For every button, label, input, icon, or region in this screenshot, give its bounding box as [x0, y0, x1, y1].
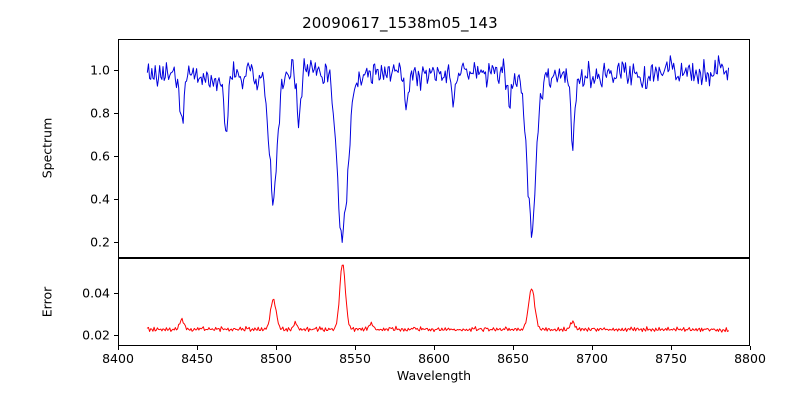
xtick-8700: 8700 [576, 351, 608, 366]
x-axis-label: Wavelength [396, 368, 472, 383]
xtick-mark-8400 [118, 346, 120, 350]
spectrum-ytick-0.6: 0.6 [90, 148, 110, 164]
page-title: 20090617_1538m05_143 [302, 14, 498, 32]
error-ytick-mark-0.04 [114, 292, 118, 294]
xtick-8750: 8750 [655, 351, 687, 366]
spectrum-ytick-mark-0.8 [114, 112, 118, 114]
error-y-axis-label: Error [39, 286, 55, 318]
xtick-8650: 8650 [497, 351, 529, 366]
spectrum-ytick-0.4: 0.4 [90, 191, 110, 207]
error-ytick-0.02: 0.02 [82, 327, 110, 343]
spectrum-ytick-mark-1.0 [114, 70, 118, 72]
spectrum-ytick-0.2: 0.2 [90, 234, 110, 250]
xtick-mark-8500 [276, 346, 278, 350]
spectrum-trace-svg [146, 55, 730, 243]
spectrum-ytick-mark-0.2 [114, 241, 118, 243]
xtick-mark-8650 [513, 346, 515, 350]
xtick-8400: 8400 [102, 351, 134, 366]
xtick-mark-8450 [197, 346, 199, 350]
spectrum-y-axis-label: Spectrum [39, 117, 55, 179]
spectrum-ytick-0.8: 0.8 [90, 105, 110, 121]
xtick-8450: 8450 [181, 351, 213, 366]
xtick-mark-8550 [355, 346, 357, 350]
xtick-8550: 8550 [339, 351, 371, 366]
spectrum-data-line [146, 55, 730, 243]
xtick-mark-8600 [434, 346, 436, 350]
xtick-mark-8800 [750, 346, 752, 350]
xtick-8600: 8600 [418, 351, 450, 366]
spectrum-ytick-mark-0.6 [114, 155, 118, 157]
spectrum-ytick-1.0: 1.0 [90, 62, 110, 78]
spectrum-ytick-mark-0.4 [114, 198, 118, 200]
xtick-8800: 8800 [734, 351, 766, 366]
spectrum-plot-panel [118, 39, 750, 258]
xtick-8500: 8500 [260, 351, 292, 366]
error-ytick-0.04: 0.04 [82, 285, 110, 301]
error-plot-panel [118, 258, 750, 346]
error-ytick-mark-0.02 [114, 335, 118, 337]
error-trace-svg [146, 264, 730, 333]
xtick-mark-8750 [671, 346, 673, 350]
error-data-line [146, 264, 730, 333]
xtick-mark-8700 [592, 346, 594, 350]
